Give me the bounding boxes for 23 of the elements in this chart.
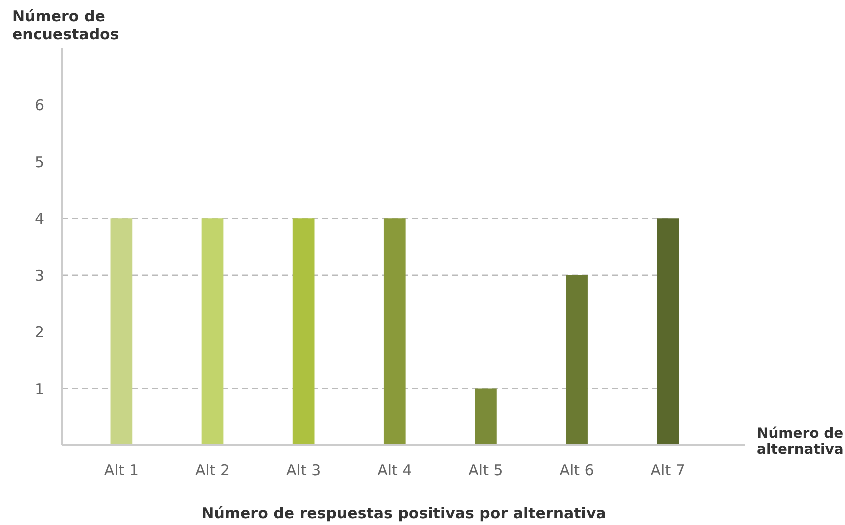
x-tick-label: Alt 4 bbox=[378, 462, 412, 480]
y-tick-label: 5 bbox=[34, 153, 45, 172]
bar bbox=[292, 218, 315, 446]
x-tick-label: Alt 5 bbox=[468, 462, 504, 480]
text: Número de alternativa bbox=[757, 426, 844, 458]
y-tick-label: 6 bbox=[34, 96, 45, 115]
x-tick-label: Alt 1 bbox=[104, 462, 140, 480]
x-tick-label: Alt 6 bbox=[560, 462, 594, 480]
bar bbox=[384, 218, 406, 446]
y-tick-label: 4 bbox=[34, 210, 45, 228]
y-tick-label: 1 bbox=[34, 380, 45, 398]
x-axis-title: Número de respuestas positivas por alternativa bbox=[202, 504, 606, 522]
bar bbox=[110, 218, 133, 446]
x-tick-label: Alt 3 bbox=[286, 462, 322, 480]
x-tick-label: Alt 7 bbox=[650, 462, 686, 480]
y-axis-title: Número de encuestados bbox=[12, 8, 120, 44]
bar bbox=[475, 388, 497, 446]
bar bbox=[202, 218, 224, 446]
y-tick-label: 3 bbox=[34, 266, 45, 285]
bar bbox=[657, 218, 680, 446]
x-tick-label: Alt 2 bbox=[195, 462, 230, 480]
y-tick-label: 2 bbox=[34, 324, 45, 342]
bar bbox=[566, 275, 588, 446]
